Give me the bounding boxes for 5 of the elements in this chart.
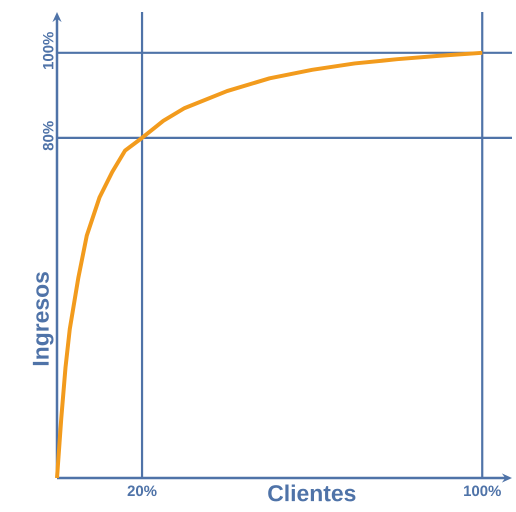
x-tick-label: 20% (128, 486, 157, 496)
y-tick-label: 80% (42, 121, 54, 150)
line-series (55, 50, 484, 480)
y-axis-title: Ingresos (32, 272, 54, 366)
x-axis-title: Clientes (268, 484, 356, 502)
